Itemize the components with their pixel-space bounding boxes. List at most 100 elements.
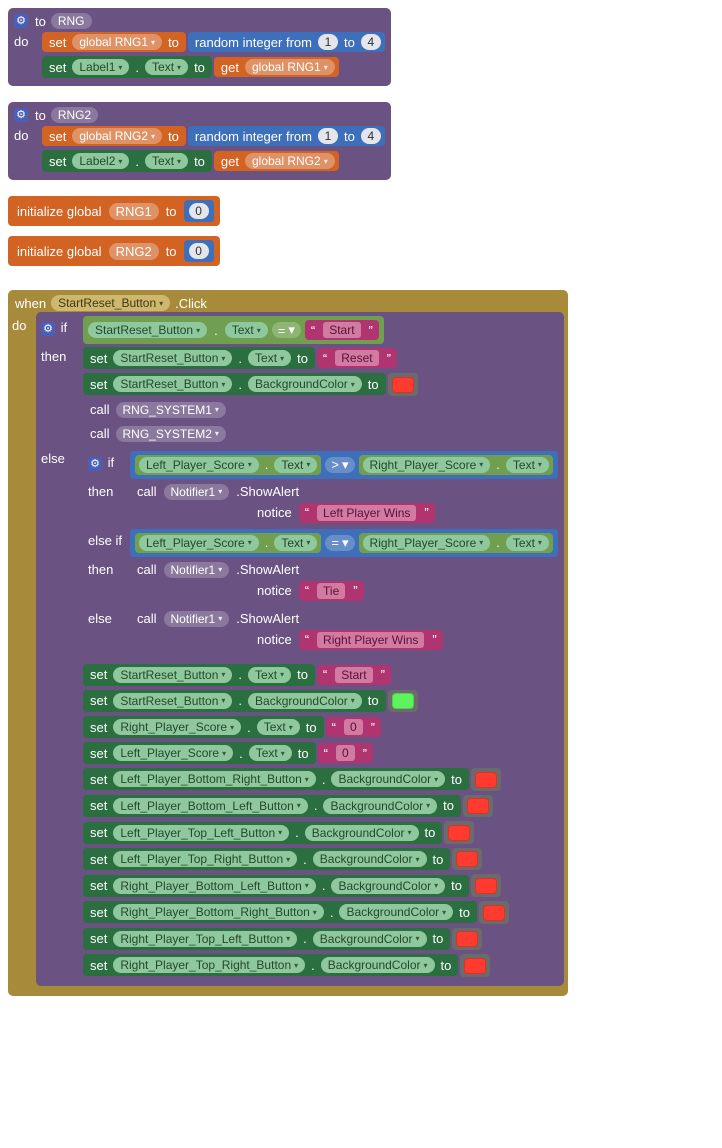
if-condition-eq-start[interactable]: StartReset_Button▾ . Text▾ =▾ “Start” — [83, 316, 384, 344]
prop-dropdown[interactable]: BackgroundColor▾ — [313, 851, 427, 867]
color-swatch-red[interactable] — [475, 772, 497, 788]
text-literal-start[interactable]: “Start” — [305, 320, 379, 340]
set-right-score-0[interactable]: set Right_Player_Score▾ . Text▾ to — [83, 716, 324, 738]
set-label2-text[interactable]: set Label2▾ . Text▾ to — [42, 150, 212, 172]
color-block[interactable] — [452, 928, 482, 951]
set-startreset-bg-green[interactable]: set StartReset_Button▾ . BackgroundColor… — [83, 690, 386, 712]
get-global-rng2[interactable]: get global RNG2▾ — [214, 151, 339, 171]
call-rng-system1[interactable]: call RNG_SYSTEM1▾ — [83, 399, 230, 421]
component-dropdown[interactable]: Left_Player_Top_Right_Button▾ — [113, 851, 297, 867]
prop-dropdown[interactable]: BackgroundColor▾ — [331, 771, 445, 787]
color-block[interactable] — [471, 768, 501, 791]
init-rng1-value[interactable]: 0 — [189, 203, 209, 219]
color-block[interactable] — [444, 821, 474, 844]
text-literal-leftwins[interactable]: “Left Player Wins” — [299, 503, 435, 523]
set-left_player_top_left_button-bg[interactable]: setLeft_Player_Top_Left_Button▾.Backgrou… — [83, 820, 474, 845]
color-swatch-red[interactable] — [483, 905, 505, 921]
call-notifier-tie[interactable]: call Notifier1▾ .ShowAlert notice “Tie” — [130, 559, 368, 605]
color-swatch-red[interactable] — [456, 851, 478, 867]
component-dropdown[interactable]: Right_Player_Top_Left_Button▾ — [113, 931, 297, 947]
gear-icon[interactable]: ⚙ — [14, 108, 28, 122]
component-dropdown[interactable]: Right_Player_Top_Right_Button▾ — [113, 957, 305, 973]
color-swatch-red[interactable] — [464, 958, 486, 974]
component-dropdown[interactable]: Left_Player_Bottom_Left_Button▾ — [113, 798, 307, 814]
color-block[interactable] — [479, 901, 509, 924]
color-block[interactable] — [463, 795, 493, 818]
component-dropdown[interactable]: Right_Player_Bottom_Left_Button▾ — [113, 878, 315, 894]
init-global-rng2[interactable]: initialize global RNG2 to 0 — [8, 236, 220, 266]
gear-icon[interactable]: ⚙ — [14, 14, 28, 28]
color-swatch-red[interactable] — [448, 825, 470, 841]
cond-left-eq-right[interactable]: Left_Player_Score▾ . Text▾ =▾ Right_Play… — [130, 529, 558, 557]
color-block[interactable] — [460, 954, 490, 977]
color-swatch-red[interactable] — [392, 377, 414, 393]
rand-from-value[interactable]: 1 — [318, 34, 338, 50]
set-label1-text[interactable]: set Label1▾ . Text▾ to — [42, 56, 212, 78]
prop-dropdown[interactable]: BackgroundColor▾ — [339, 904, 453, 920]
set-left_player_bottom_right_button-bg[interactable]: setLeft_Player_Bottom_Right_Button▾.Back… — [83, 767, 501, 792]
text-literal-reset[interactable]: “Reset” — [317, 348, 397, 368]
if-inner-block[interactable]: ⚙ if Left_Player_Score▾ . Text▾ >▾ — [83, 447, 561, 662]
prop-dropdown[interactable]: BackgroundColor▾ — [321, 957, 435, 973]
color-block[interactable] — [452, 848, 482, 871]
component-dropdown[interactable]: Left_Player_Bottom_Right_Button▾ — [113, 771, 315, 787]
prop-dropdown[interactable]: BackgroundColor▾ — [331, 878, 445, 894]
set-right_player_top_right_button-bg[interactable]: setRight_Player_Top_Right_Button▾.Backgr… — [83, 953, 490, 978]
color-block[interactable] — [388, 373, 418, 396]
procedure-rng2-block[interactable]: ⚙ to RNG2 do set global RNG2▾ to random … — [8, 102, 391, 180]
call-notifier-rightwins[interactable]: call Notifier1▾ .ShowAlert notice “Right… — [130, 608, 447, 654]
init-num-wrap[interactable]: 0 — [184, 200, 214, 222]
prop-dropdown[interactable]: BackgroundColor▾ — [323, 798, 437, 814]
init-global-rng1[interactable]: initialize global RNG1 to 0 — [8, 196, 220, 226]
set-startreset-bg-red[interactable]: set StartReset_Button▾ . BackgroundColor… — [83, 373, 386, 395]
color-swatch-red[interactable] — [456, 931, 478, 947]
color-block[interactable] — [471, 874, 501, 897]
text-literal-tie[interactable]: “Tie” — [299, 581, 364, 601]
color-swatch-red[interactable] — [467, 798, 489, 814]
text-literal-rightwins[interactable]: “Right Player Wins” — [299, 630, 443, 650]
text-literal-start[interactable]: “Start” — [317, 665, 391, 685]
component-dropdown[interactable]: Left_Player_Top_Left_Button▾ — [113, 825, 289, 841]
set-global-rng2[interactable]: set global RNG2▾ to — [42, 126, 186, 146]
init-varname-rng2[interactable]: RNG2 — [109, 243, 159, 260]
color-swatch-red[interactable] — [475, 878, 497, 894]
set-right_player_bottom_right_button-bg[interactable]: setRight_Player_Bottom_Right_Button▾.Bac… — [83, 900, 509, 925]
call-rng-system2[interactable]: call RNG_SYSTEM2▾ — [83, 423, 230, 445]
prop-dropdown[interactable]: BackgroundColor▾ — [313, 931, 427, 947]
rand-to-value[interactable]: 4 — [361, 34, 381, 50]
random-integer-block[interactable]: random integer from 1 to 4 — [188, 126, 385, 146]
color-swatch-green[interactable] — [392, 693, 414, 709]
call-notifier-leftwins[interactable]: call Notifier1▾ .ShowAlert notice “Left … — [130, 481, 439, 527]
set-global-rng1[interactable]: set global RNG1▾ to — [42, 32, 186, 52]
set-left_player_bottom_left_button-bg[interactable]: setLeft_Player_Bottom_Left_Button▾.Backg… — [83, 794, 493, 819]
when-startreset-click-block[interactable]: when StartReset_Button▾ .Click do ⚙ if S… — [8, 290, 568, 996]
getvar-rng1-dropdown[interactable]: global RNG1▾ — [245, 59, 335, 75]
op-gt-dropdown[interactable]: >▾ — [325, 457, 354, 473]
get-global-rng1[interactable]: get global RNG1▾ — [214, 57, 339, 77]
op-eq-dropdown[interactable]: =▾ — [325, 535, 354, 551]
set-right_player_top_left_button-bg[interactable]: setRight_Player_Top_Left_Button▾.Backgro… — [83, 927, 482, 952]
var-global-rng1-dropdown[interactable]: global RNG1▾ — [72, 34, 162, 50]
text-literal-zero[interactable]: “0” — [326, 717, 381, 737]
proc-name-dropdown[interactable]: RNG2 — [51, 107, 98, 123]
op-eq-dropdown[interactable]: =▾ — [272, 322, 301, 338]
random-integer-block[interactable]: random integer from 1 to 4 — [188, 32, 385, 52]
prop-text-dropdown[interactable]: Text▾ — [145, 59, 188, 75]
prop-dropdown[interactable]: BackgroundColor▾ — [305, 825, 419, 841]
if-outer-block[interactable]: ⚙ if StartReset_Button▾ . Text▾ =▾ “Star… — [36, 312, 564, 986]
cond-left-gt-right[interactable]: Left_Player_Score▾ . Text▾ >▾ Right_Play… — [130, 451, 558, 479]
set-startreset-text-start[interactable]: set StartReset_Button▾ . Text▾ to — [83, 664, 315, 686]
set-right_player_bottom_left_button-bg[interactable]: setRight_Player_Bottom_Left_Button▾.Back… — [83, 873, 501, 898]
component-label1-dropdown[interactable]: Label1▾ — [72, 59, 129, 75]
procedure-rng-block[interactable]: ⚙ to RNG do set global RNG1▾ to random i… — [8, 8, 391, 86]
proc-name-dropdown[interactable]: RNG — [51, 13, 92, 29]
when-component-dropdown[interactable]: StartReset_Button▾ — [51, 295, 170, 311]
set-left_player_top_right_button-bg[interactable]: setLeft_Player_Top_Right_Button▾.Backgro… — [83, 847, 482, 872]
gear-icon[interactable]: ⚙ — [88, 457, 102, 471]
color-block[interactable] — [388, 690, 418, 713]
set-left-score-0[interactable]: set Left_Player_Score▾ . Text▾ to — [83, 742, 316, 764]
init-varname-rng1[interactable]: RNG1 — [109, 203, 159, 220]
set-startreset-text-reset[interactable]: set StartReset_Button▾ . Text▾ to — [83, 347, 315, 369]
gear-icon[interactable]: ⚙ — [41, 322, 55, 336]
text-literal-zero[interactable]: “0” — [318, 743, 373, 763]
